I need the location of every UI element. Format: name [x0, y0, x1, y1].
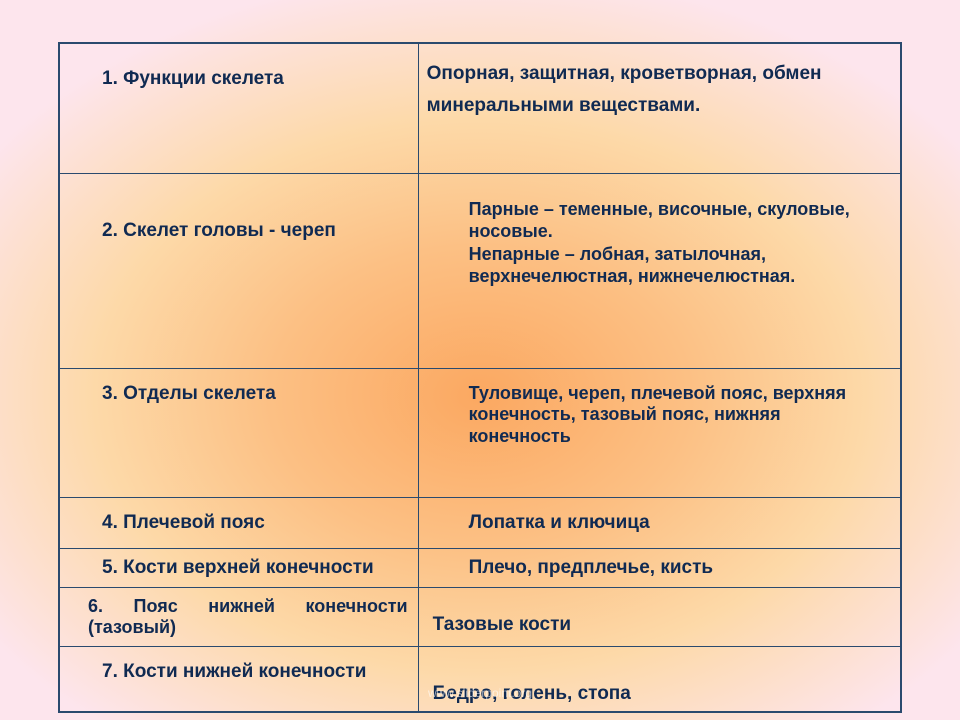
table-row: 6. Пояс нижней конечности (тазовый)Тазов… — [60, 588, 901, 647]
cell-left-5: 5. Кости верхней конечности — [60, 549, 419, 588]
table-row: 5. Кости верхней конечностиПлечо, предпл… — [60, 549, 901, 588]
cell-right-5: Плечо, предплечье, кисть — [418, 549, 900, 588]
cell-right-1: Опорная, защитная, кроветворная, обмен м… — [418, 44, 900, 174]
cell-right-2: Парные – теменные, височные, скуловые, н… — [418, 173, 900, 368]
cell-right-3: Туловище, череп, плечевой пояс, верхняя … — [418, 368, 900, 498]
cell-left-7: 7. Кости нижней конечности — [60, 647, 419, 712]
cell-left-3: 3. Отделы скелета — [60, 368, 419, 498]
table-row: 4. Плечевой поясЛопатка и ключица — [60, 498, 901, 549]
cell-left-4: 4. Плечевой пояс — [60, 498, 419, 549]
cell-right-4: Лопатка и ключица — [418, 498, 900, 549]
table-body: 1. Функции скелетаОпорная, защитная, кро… — [60, 44, 901, 712]
cell-right-7: Бедро, голень, стопа — [418, 647, 900, 712]
table-row: 2. Скелет головы - черепПарные – теменны… — [60, 173, 901, 368]
table-row: 7. Кости нижней конечностиБедро, голень,… — [60, 647, 901, 712]
cell-left-6: 6. Пояс нижней конечности (тазовый) — [60, 588, 419, 647]
cell-right-6: Тазовые кости — [418, 588, 900, 647]
table-row: 1. Функции скелетаОпорная, защитная, кро… — [60, 44, 901, 174]
watermark: www.sliderpoint.org — [428, 686, 532, 700]
cell-left-2: 2. Скелет головы - череп — [60, 173, 419, 368]
table-row: 3. Отделы скелетаТуловище, череп, плечев… — [60, 368, 901, 498]
skeleton-table: 1. Функции скелетаОпорная, защитная, кро… — [59, 43, 901, 712]
skeleton-table-container: 1. Функции скелетаОпорная, защитная, кро… — [58, 42, 902, 713]
cell-left-1: 1. Функции скелета — [60, 44, 419, 174]
